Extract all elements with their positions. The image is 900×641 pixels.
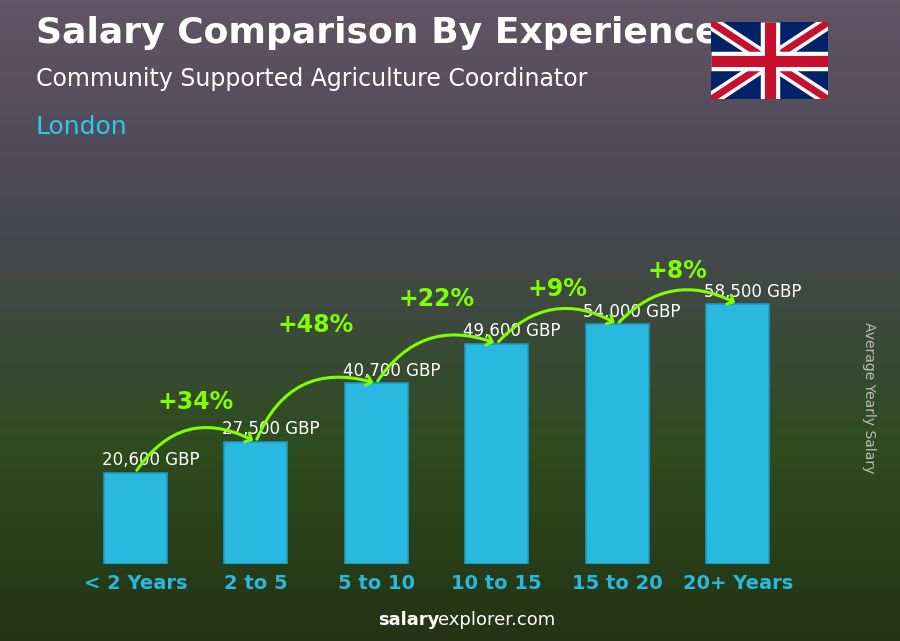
Text: +8%: +8% [647,259,707,283]
Text: +34%: +34% [158,390,234,414]
Text: +9%: +9% [527,276,587,301]
Text: salary: salary [378,612,439,629]
Text: +22%: +22% [399,287,474,311]
Bar [224,442,287,564]
Text: 27,500 GBP: 27,500 GBP [222,420,320,438]
Text: Community Supported Agriculture Coordinator: Community Supported Agriculture Coordina… [36,67,588,91]
Bar [104,472,166,564]
Text: 20,600 GBP: 20,600 GBP [102,451,199,469]
Bar [345,383,408,564]
Bar [465,344,528,564]
Text: 49,600 GBP: 49,600 GBP [463,322,561,340]
Text: 40,700 GBP: 40,700 GBP [343,362,440,379]
Text: explorer.com: explorer.com [438,612,555,629]
Text: London: London [36,115,128,139]
Text: +48%: +48% [278,313,354,337]
Bar [586,324,649,564]
Text: 54,000 GBP: 54,000 GBP [583,303,681,320]
Text: Average Yearly Salary: Average Yearly Salary [861,322,876,473]
Text: 58,500 GBP: 58,500 GBP [704,283,802,301]
Text: Salary Comparison By Experience: Salary Comparison By Experience [36,16,719,50]
Bar [706,304,769,564]
